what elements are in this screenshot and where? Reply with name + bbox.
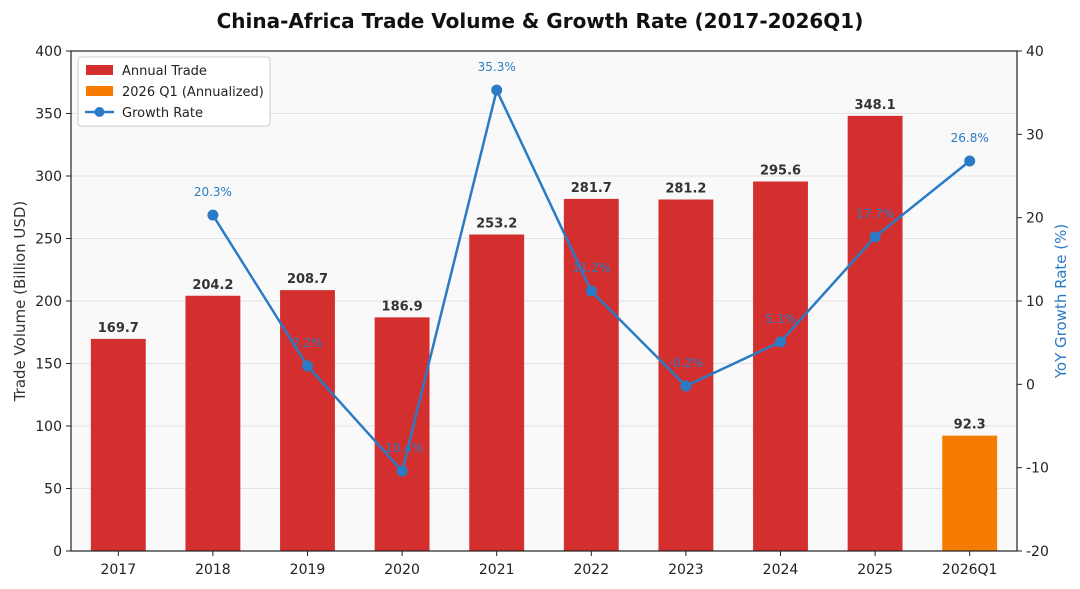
bar-value-label: 295.6 [760, 164, 801, 179]
x-tick-label: 2025 [857, 562, 893, 578]
x-tick-label: 2022 [573, 562, 609, 578]
y2-tick-label: -20 [1026, 544, 1049, 560]
x-tick-label: 2026Q1 [942, 562, 998, 578]
legend-label: Growth Rate [122, 106, 203, 121]
y2-tick-label: 40 [1026, 44, 1044, 60]
bar-value-label: 281.7 [571, 181, 612, 196]
growth-rate-point [396, 465, 408, 477]
growth-rate-label: -10.4% [381, 441, 423, 455]
bar [563, 198, 619, 551]
y-tick-label: 250 [35, 232, 62, 248]
y2-axis-label: YoY Growth Rate (%) [1052, 224, 1070, 379]
bar [753, 181, 808, 551]
growth-rate-point [302, 360, 313, 372]
growth-rate-point [964, 155, 976, 167]
y-tick-label: 150 [35, 357, 62, 373]
y-ticks: 0 50 100 150 200 250 300 350 400 [35, 44, 71, 560]
growth-labels: 20.3% 2.2% -10.4% 35.3% 11.2% -0.2% 5.1% 17.7% 2… [194, 60, 989, 455]
growth-rate-point [775, 336, 786, 348]
x-tick-label: 2017 [100, 562, 136, 578]
bar-value-label: 186.9 [382, 299, 423, 314]
y-axis-label: Trade Volume (Billion USD) [11, 201, 29, 403]
growth-rate-point [491, 84, 503, 96]
y2-tick-label: -10 [1026, 461, 1049, 477]
y2-tick-label: 20 [1026, 211, 1044, 227]
x-ticks: 2017 2018 2019 2020 2021 2022 2023 2024 2025 2026… [100, 551, 997, 578]
y-tick-label: 0 [53, 544, 62, 560]
legend: Annual Trade 2026 Q1 (Annualized) Growth R… [77, 56, 271, 127]
growth-rate-label: -0.2% [668, 356, 703, 370]
growth-rate-label: 26.8% [951, 131, 989, 145]
bar-labels: 169.7 204.2 208.7 186.9 253.2 281.7 281.2 295.6… [98, 98, 986, 433]
x-tick-label: 2019 [290, 562, 326, 578]
y2-ticks: -20 -10 0 10 20 30 40 [1017, 44, 1049, 560]
bar-value-label: 281.2 [665, 182, 706, 197]
growth-rate-point [680, 380, 692, 392]
x-tick-label: 2020 [384, 562, 420, 578]
bar [374, 317, 430, 551]
y-tick-label: 400 [35, 44, 62, 60]
growth-line [207, 84, 976, 477]
bar-value-label: 204.2 [192, 278, 233, 293]
y-tick-label: 200 [35, 294, 62, 310]
legend-swatch [86, 86, 113, 96]
growth-rate-point [869, 231, 881, 243]
bar [469, 234, 525, 551]
bars [90, 115, 998, 551]
bar [942, 435, 998, 551]
bar [658, 199, 714, 551]
bar [847, 115, 903, 551]
legend-swatch [86, 65, 113, 75]
legend-swatch-marker [94, 107, 105, 117]
y2-tick-label: 30 [1026, 127, 1044, 143]
legend-box [77, 56, 271, 127]
bar [90, 338, 146, 551]
growth-rate-label: 5.1% [765, 312, 796, 326]
growth-rate-label: 2.2% [292, 336, 323, 350]
y-tick-label: 50 [44, 482, 62, 498]
growth-rate-label: 17.7% [856, 207, 894, 221]
growth-rate-point [207, 209, 219, 221]
growth-rate-point [585, 285, 597, 297]
growth-rate-label: 35.3% [478, 60, 516, 74]
bar-value-label: 169.7 [98, 321, 139, 336]
bar-value-label: 92.3 [954, 418, 986, 433]
y2-tick-label: 0 [1026, 377, 1035, 393]
bar [280, 290, 335, 551]
y2-tick-label: 10 [1026, 294, 1044, 310]
x-tick-label: 2023 [668, 562, 704, 578]
growth-rate-label: 11.2% [572, 261, 610, 275]
x-tick-label: 2018 [195, 562, 231, 578]
bar-value-label: 208.7 [287, 272, 328, 287]
x-tick-label: 2024 [763, 562, 799, 578]
growth-rate-label: 20.3% [194, 185, 232, 199]
bar-value-label: 253.2 [476, 217, 517, 232]
chart-title: China-Africa Trade Volume & Growth Rate … [217, 9, 864, 33]
legend-label: 2026 Q1 (Annualized) [122, 85, 264, 100]
y-tick-label: 350 [35, 107, 62, 123]
bar-value-label: 348.1 [855, 98, 896, 113]
legend-label: Annual Trade [122, 64, 207, 79]
y-tick-label: 100 [35, 419, 62, 435]
y-tick-label: 300 [35, 169, 62, 185]
x-tick-label: 2021 [479, 562, 515, 578]
bar [185, 295, 241, 551]
